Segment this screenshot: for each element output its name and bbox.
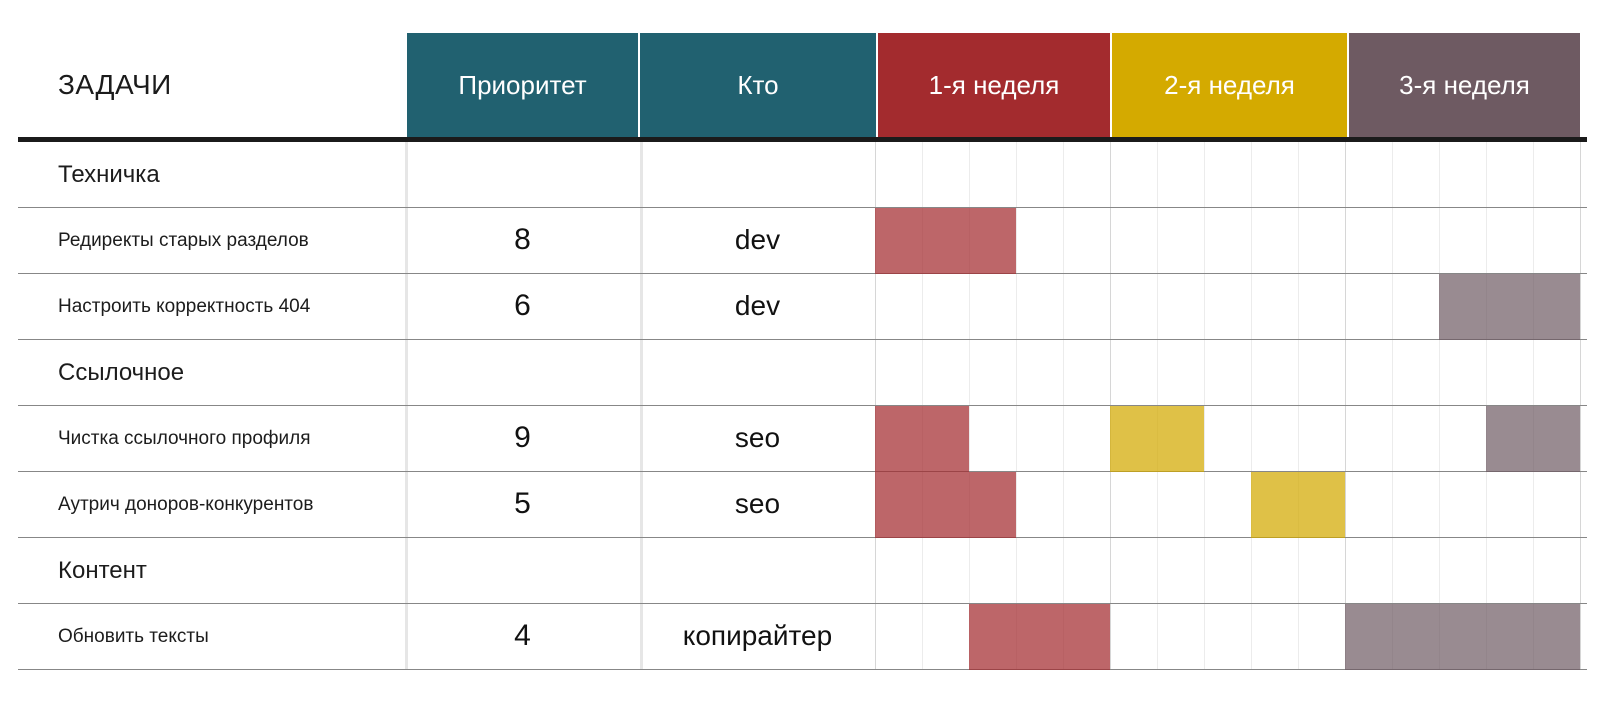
task-label: Настроить корректность 404 (58, 295, 311, 317)
gantt-bar (875, 406, 969, 472)
column-divider (405, 142, 408, 670)
gantt-bar (1110, 406, 1204, 472)
priority-value: 6 (514, 289, 531, 322)
week-boundary-line (1345, 142, 1346, 670)
column-header-week2: 2-я неделя (1112, 33, 1347, 137)
priority-value: 8 (514, 223, 531, 256)
task-label: Чистка ссылочного профиля (58, 427, 311, 449)
section-row: Техничка (18, 142, 1587, 208)
gantt-bar (875, 472, 1016, 538)
assignee-value: seo (734, 422, 781, 453)
assignee-value: dev (734, 224, 781, 255)
gantt-bar (969, 604, 1110, 670)
day-grid-line (969, 142, 970, 670)
table-row: Чистка ссылочного профиля 9 seo (18, 406, 1587, 472)
section-label: Контент (58, 556, 147, 584)
assignee-value: dev (734, 290, 781, 321)
section-row: Ссылочное (18, 340, 1587, 406)
section-row: Контент (18, 538, 1587, 604)
table-row: Обновить тексты 4 копирайтер (18, 604, 1587, 670)
tasks-column-header: ЗАДАЧИ (58, 69, 172, 100)
column-header-priority: Приоритет (407, 33, 638, 137)
gantt-bar (1439, 274, 1580, 340)
section-label: Техничка (58, 160, 160, 188)
gantt-bar (1251, 472, 1345, 538)
assignee-value: seo (734, 488, 781, 519)
priority-value: 9 (514, 421, 531, 454)
table-row: Аутрич доноров-конкурентов 5 seo (18, 472, 1587, 538)
column-header-who: Кто (640, 33, 876, 137)
gantt-bar (1486, 406, 1580, 472)
column-header-week1: 1-я неделя (878, 33, 1110, 137)
day-grid-line (1439, 142, 1440, 670)
gantt-bar (875, 208, 1016, 274)
task-label: Обновить тексты (58, 625, 209, 647)
task-label: Редиректы старых разделов (58, 229, 309, 251)
day-grid-line (1016, 142, 1017, 670)
task-label: Аутрич доноров-конкурентов (58, 493, 314, 515)
day-grid-line (1298, 142, 1299, 670)
day-grid-line (1392, 142, 1393, 670)
day-grid-line (1251, 142, 1252, 670)
day-grid-line (1204, 142, 1205, 670)
table-row: Редиректы старых разделов 8 dev (18, 208, 1587, 274)
header-divider (18, 137, 1587, 142)
table-row: Настроить корректность 404 6 dev (18, 274, 1587, 340)
week-boundary-line (1580, 142, 1581, 670)
priority-value: 4 (514, 619, 531, 652)
gantt-bar (1345, 604, 1580, 670)
section-label: Ссылочное (58, 358, 185, 386)
column-header-week3: 3-я неделя (1349, 33, 1580, 137)
priority-value: 5 (514, 487, 531, 520)
day-grid-line (1063, 142, 1064, 670)
column-divider (640, 142, 643, 670)
assignee-value: копирайтер (682, 620, 833, 651)
